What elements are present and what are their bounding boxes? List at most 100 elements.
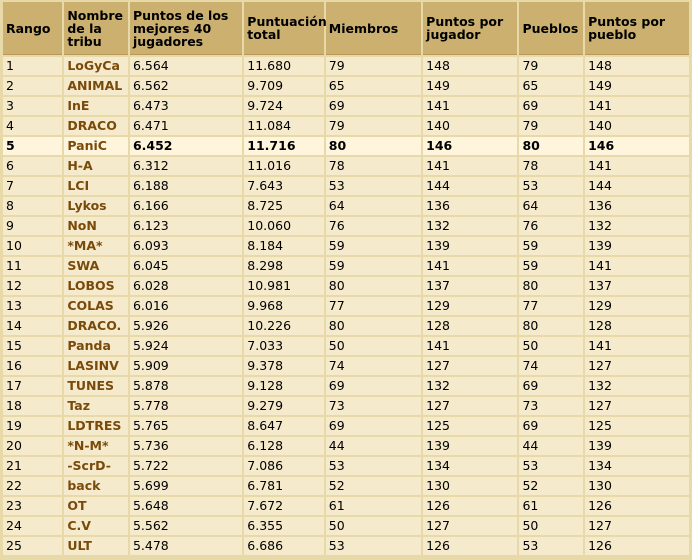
cell-members: 69 <box>325 377 422 395</box>
cell-per-player: 137 <box>423 277 518 295</box>
cell-rank: 1 <box>3 57 63 75</box>
cell-top40: 6.452 <box>129 137 243 155</box>
cell-top40: 6.564 <box>129 57 243 75</box>
cell-members: 74 <box>325 357 422 375</box>
cell-members: 77 <box>325 297 422 315</box>
cell-total: 9.724 <box>244 97 324 115</box>
cell-top40: 6.473 <box>129 97 243 115</box>
tribe-link[interactable]: NoN <box>64 217 128 235</box>
cell-per-village: 140 <box>585 117 689 135</box>
cell-members: 61 <box>325 497 422 515</box>
cell-villages: 77 <box>519 297 584 315</box>
tribe-link[interactable]: LOBOS <box>64 277 128 295</box>
cell-rank: 7 <box>3 177 63 195</box>
cell-top40: 6.562 <box>129 77 243 95</box>
cell-villages: 79 <box>519 117 584 135</box>
header-members: Miembros <box>325 2 422 55</box>
cell-villages: 59 <box>519 237 584 255</box>
cell-top40: 6.166 <box>129 197 243 215</box>
tribe-link[interactable]: ULT <box>64 537 128 555</box>
cell-per-player: 125 <box>423 417 518 435</box>
table-row: 25 ULT 5.478 6.686 53 126 53 126 <box>3 537 689 555</box>
tribe-link[interactable]: ANIMAL <box>64 77 128 95</box>
tribe-link[interactable]: COLAS <box>64 297 128 315</box>
cell-rank: 5 <box>3 137 63 155</box>
cell-villages: 64 <box>519 197 584 215</box>
header-row: Rango Nombre de la tribu Puntos de los m… <box>3 2 689 55</box>
cell-per-village: 149 <box>585 77 689 95</box>
cell-per-village: 144 <box>585 177 689 195</box>
cell-per-player: 141 <box>423 157 518 175</box>
tribe-link[interactable]: Taz <box>64 397 128 415</box>
header-villages: Pueblos <box>519 2 584 55</box>
cell-per-village: 132 <box>585 217 689 235</box>
tribe-link[interactable]: DRACO <box>64 117 128 135</box>
cell-per-village: 139 <box>585 237 689 255</box>
cell-rank: 18 <box>3 397 63 415</box>
cell-villages: 52 <box>519 477 584 495</box>
cell-total: 9.128 <box>244 377 324 395</box>
tribe-link[interactable]: Lykos <box>64 197 128 215</box>
cell-members: 69 <box>325 417 422 435</box>
cell-top40: 6.093 <box>129 237 243 255</box>
cell-rank: 12 <box>3 277 63 295</box>
cell-per-village: 127 <box>585 517 689 535</box>
tribe-link[interactable]: SWA <box>64 257 128 275</box>
cell-rank: 17 <box>3 377 63 395</box>
tribe-link[interactable]: *N-M* <box>64 437 128 455</box>
cell-per-player: 148 <box>423 57 518 75</box>
cell-per-village: 130 <box>585 477 689 495</box>
cell-top40: 6.045 <box>129 257 243 275</box>
cell-per-village: 141 <box>585 157 689 175</box>
cell-top40: 6.123 <box>129 217 243 235</box>
tribe-link[interactable]: LCI <box>64 177 128 195</box>
tribe-link[interactable]: InE <box>64 97 128 115</box>
cell-per-player: 139 <box>423 237 518 255</box>
cell-per-player: 128 <box>423 317 518 335</box>
cell-per-village: 134 <box>585 457 689 475</box>
cell-members: 80 <box>325 317 422 335</box>
tribe-link[interactable]: C.V <box>64 517 128 535</box>
cell-top40: 5.699 <box>129 477 243 495</box>
cell-villages: 79 <box>519 57 584 75</box>
tribe-link[interactable]: *MA* <box>64 237 128 255</box>
tribe-link[interactable]: LASINV <box>64 357 128 375</box>
cell-top40: 5.736 <box>129 437 243 455</box>
header-rank: Rango <box>3 2 63 55</box>
cell-per-player: 127 <box>423 517 518 535</box>
cell-per-player: 132 <box>423 377 518 395</box>
table-row: 19 LDTRES 5.765 8.647 69 125 69 125 <box>3 417 689 435</box>
tribe-link[interactable]: H-A <box>64 157 128 175</box>
cell-rank: 11 <box>3 257 63 275</box>
tribe-link[interactable]: PaniC <box>64 137 128 155</box>
cell-top40: 5.722 <box>129 457 243 475</box>
cell-total: 7.033 <box>244 337 324 355</box>
table-row: 15 Panda 5.924 7.033 50 141 50 141 <box>3 337 689 355</box>
cell-per-player: 126 <box>423 497 518 515</box>
cell-top40: 5.478 <box>129 537 243 555</box>
table-row: 18 Taz 5.778 9.279 73 127 73 127 <box>3 397 689 415</box>
table-row: 14 DRACO. 5.926 10.226 80 128 80 128 <box>3 317 689 335</box>
tribe-link[interactable]: DRACO. <box>64 317 128 335</box>
tribe-link[interactable]: LoGyCa <box>64 57 128 75</box>
cell-rank: 15 <box>3 337 63 355</box>
cell-top40: 6.016 <box>129 297 243 315</box>
cell-per-player: 129 <box>423 297 518 315</box>
cell-per-player: 140 <box>423 117 518 135</box>
cell-members: 53 <box>325 537 422 555</box>
cell-members: 78 <box>325 157 422 175</box>
tribe-link[interactable]: OT <box>64 497 128 515</box>
cell-per-player: 141 <box>423 257 518 275</box>
cell-top40: 6.312 <box>129 157 243 175</box>
tribe-link[interactable]: LDTRES <box>64 417 128 435</box>
cell-top40: 5.878 <box>129 377 243 395</box>
tribe-link[interactable]: -ScrD- <box>64 457 128 475</box>
cell-rank: 19 <box>3 417 63 435</box>
tribe-link[interactable]: TUNES <box>64 377 128 395</box>
tribe-link[interactable]: back <box>64 477 128 495</box>
cell-total: 6.128 <box>244 437 324 455</box>
cell-villages: 76 <box>519 217 584 235</box>
cell-rank: 8 <box>3 197 63 215</box>
tribe-link[interactable]: Panda <box>64 337 128 355</box>
cell-villages: 78 <box>519 157 584 175</box>
